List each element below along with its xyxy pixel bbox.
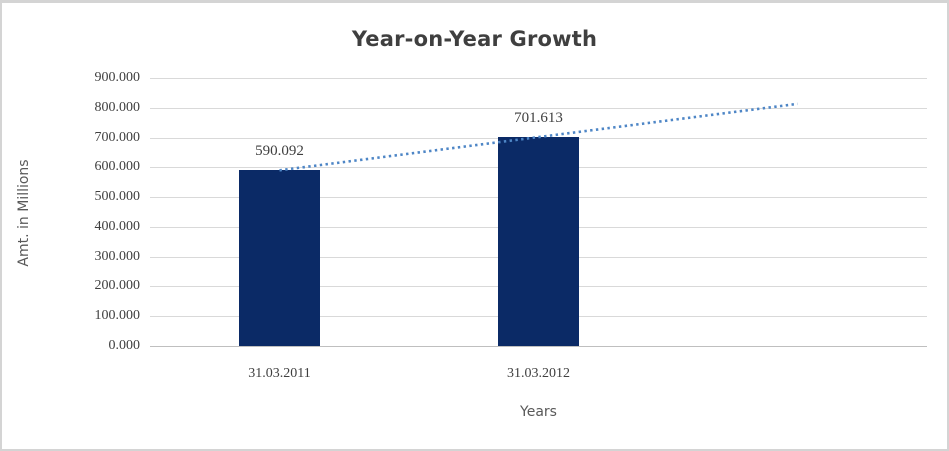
x-axis-title: Years [520, 404, 557, 420]
x-category-label: 31.03.2012 [507, 366, 570, 381]
bar-31.03.2011 [239, 170, 320, 346]
y-tick-label: 300.000 [94, 249, 141, 264]
y-tick-label: 400.000 [94, 219, 141, 234]
bar-31.03.2012 [498, 137, 579, 346]
bar-data-label: 701.613 [514, 110, 563, 127]
y-tick-label: 200.000 [94, 278, 141, 293]
y-tick-label: 800.000 [94, 100, 141, 115]
chart-title: Year-on-Year Growth [351, 27, 598, 51]
y-tick-label: 900.000 [94, 70, 141, 85]
y-tick-label: 500.000 [94, 189, 141, 204]
bar-data-label: 590.092 [255, 143, 304, 160]
y-tick-label: 700.000 [94, 130, 141, 145]
y-tick-label: 100.000 [94, 308, 141, 323]
y-tick-label: 600.000 [94, 159, 141, 174]
y-tick-label: 0.000 [108, 338, 141, 353]
y-gridline [150, 78, 927, 79]
x-axis-line [150, 346, 927, 347]
x-category-label: 31.03.2011 [248, 366, 311, 381]
y-gridline [150, 108, 927, 109]
y-axis-title: Amt. in Millions [16, 159, 32, 267]
